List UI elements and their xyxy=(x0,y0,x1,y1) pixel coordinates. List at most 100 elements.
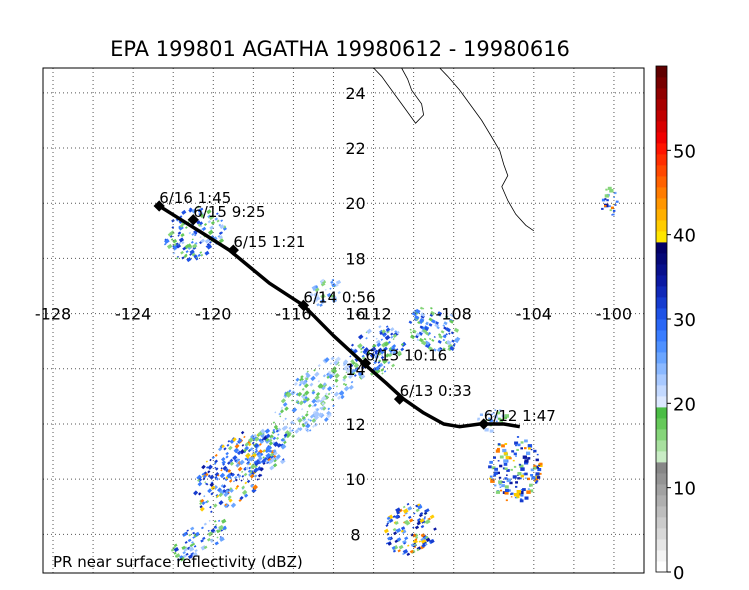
reflectivity-pixel xyxy=(500,489,503,492)
reflectivity-pixel xyxy=(180,232,185,238)
reflectivity-pixel xyxy=(418,320,423,325)
reflectivity-pixel xyxy=(303,417,307,421)
reflectivity-pixel xyxy=(375,337,378,340)
reflectivity-pixel xyxy=(502,481,505,483)
reflectivity-pixel xyxy=(526,451,531,455)
storm-track-line xyxy=(158,204,521,429)
reflectivity-pixel xyxy=(449,319,454,324)
reflectivity-pixel xyxy=(278,412,282,416)
reflectivity-pixel xyxy=(442,338,445,342)
reflectivity-pixel xyxy=(241,444,245,447)
reflectivity-pixel xyxy=(258,438,262,442)
reflectivity-pixel xyxy=(305,428,309,432)
reflectivity-pixel xyxy=(217,214,221,217)
reflectivity-pixel xyxy=(229,461,235,466)
reflectivity-pixel xyxy=(234,459,238,463)
track-fix-label: 6/16 1:45 xyxy=(159,189,231,207)
reflectivity-pixel xyxy=(209,225,214,231)
reflectivity-pixel xyxy=(300,375,304,379)
reflectivity-pixel xyxy=(392,338,395,341)
reflectivity-pixel xyxy=(310,375,316,382)
reflectivity-pixel xyxy=(268,450,271,453)
reflectivity-pixel xyxy=(305,373,311,379)
reflectivity-pixel xyxy=(315,408,318,411)
longitude-tick-label: -104 xyxy=(516,305,552,324)
reflectivity-pixel xyxy=(191,232,195,236)
reflectivity-pixel xyxy=(249,473,255,479)
reflectivity-pixel xyxy=(211,455,215,460)
reflectivity-pixel xyxy=(173,543,178,548)
reflectivity-pixel xyxy=(326,410,331,416)
reflectivity-pixel xyxy=(301,415,306,420)
reflectivity-pixel xyxy=(505,455,510,460)
reflectivity-pixel xyxy=(515,485,518,488)
reflectivity-pixel xyxy=(433,348,437,352)
reflectivity-pixel xyxy=(516,495,520,499)
reflectivity-pixel xyxy=(425,519,431,525)
reflectivity-pixel xyxy=(431,319,436,324)
latitude-tick-label: 16 xyxy=(345,305,365,324)
reflectivity-pixel xyxy=(420,314,425,319)
reflectivity-pixel xyxy=(445,333,448,336)
colorbar-swatch xyxy=(656,154,667,166)
reflectivity-pixel xyxy=(420,312,426,317)
reflectivity-pixel xyxy=(210,538,215,543)
reflectivity-pixel xyxy=(453,343,456,346)
reflectivity-pixel xyxy=(273,458,277,463)
reflectivity-pixel xyxy=(396,510,401,515)
reflectivity-pixel xyxy=(284,391,288,395)
reflectivity-pixel xyxy=(537,468,542,472)
reflectivity-pixel xyxy=(529,483,533,487)
reflectivity-pixel xyxy=(385,524,389,527)
reflectivity-pixel xyxy=(245,452,251,459)
reflectivity-pixel xyxy=(509,481,513,485)
reflectivity-pixel xyxy=(484,412,489,416)
reflectivity-pixel xyxy=(314,287,320,292)
colorbar-swatch xyxy=(656,550,667,562)
reflectivity-pixel xyxy=(410,542,416,547)
reflectivity-pixel xyxy=(272,421,276,424)
reflectivity-pixel xyxy=(479,413,483,416)
reflectivity-pixel xyxy=(235,442,238,446)
colorbar-swatch xyxy=(656,297,667,309)
reflectivity-pixel xyxy=(241,474,245,478)
reflectivity-pixel xyxy=(331,283,336,288)
reflectivity-pixel xyxy=(214,453,218,457)
reflectivity-pixel xyxy=(223,447,227,451)
reflectivity-pixel xyxy=(315,296,321,301)
reflectivity-pixel xyxy=(409,518,414,523)
reflectivity-pixel xyxy=(332,384,336,388)
reflectivity-pixel xyxy=(424,326,429,331)
reflectivity-pixel xyxy=(415,308,421,314)
reflectivity-pixel xyxy=(491,466,496,470)
reflectivity-pixel xyxy=(516,436,520,438)
reflectivity-pixel xyxy=(374,349,379,354)
reflectivity-pixel xyxy=(536,453,539,456)
reflectivity-pixel xyxy=(412,329,417,334)
reflectivity-pixel xyxy=(295,377,300,382)
reflectivity-pixel xyxy=(374,354,380,360)
reflectivity-pixel xyxy=(504,477,508,480)
reflectivity-pixel xyxy=(505,499,508,502)
reflectivity-pixel xyxy=(417,503,421,507)
reflectivity-pixel xyxy=(412,539,418,545)
reflectivity-pixel xyxy=(329,287,332,290)
reflectivity-pixel xyxy=(192,536,196,539)
reflectivity-pixel xyxy=(225,476,229,480)
reflectivity-pixel xyxy=(233,447,240,454)
reflectivity-pixel xyxy=(220,469,223,472)
reflectivity-pixel xyxy=(311,389,315,393)
reflectivity-pixel xyxy=(166,243,173,250)
reflectivity-pixel xyxy=(342,382,346,386)
reflectivity-pixel xyxy=(260,434,265,439)
colorbar-swatch xyxy=(656,220,667,232)
colorbar-swatch xyxy=(656,319,667,331)
reflectivity-pixel xyxy=(252,449,255,452)
reflectivity-pixel xyxy=(442,324,446,327)
reflectivity-pixel xyxy=(348,384,354,390)
reflectivity-pixel xyxy=(248,466,251,470)
reflectivity-pixel xyxy=(524,461,529,465)
reflectivity-pixel xyxy=(311,398,317,404)
reflectivity-pixel xyxy=(335,356,341,363)
reflectivity-pixel xyxy=(273,463,278,468)
